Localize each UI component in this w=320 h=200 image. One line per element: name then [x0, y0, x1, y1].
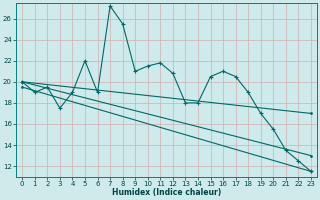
X-axis label: Humidex (Indice chaleur): Humidex (Indice chaleur)	[112, 188, 221, 197]
